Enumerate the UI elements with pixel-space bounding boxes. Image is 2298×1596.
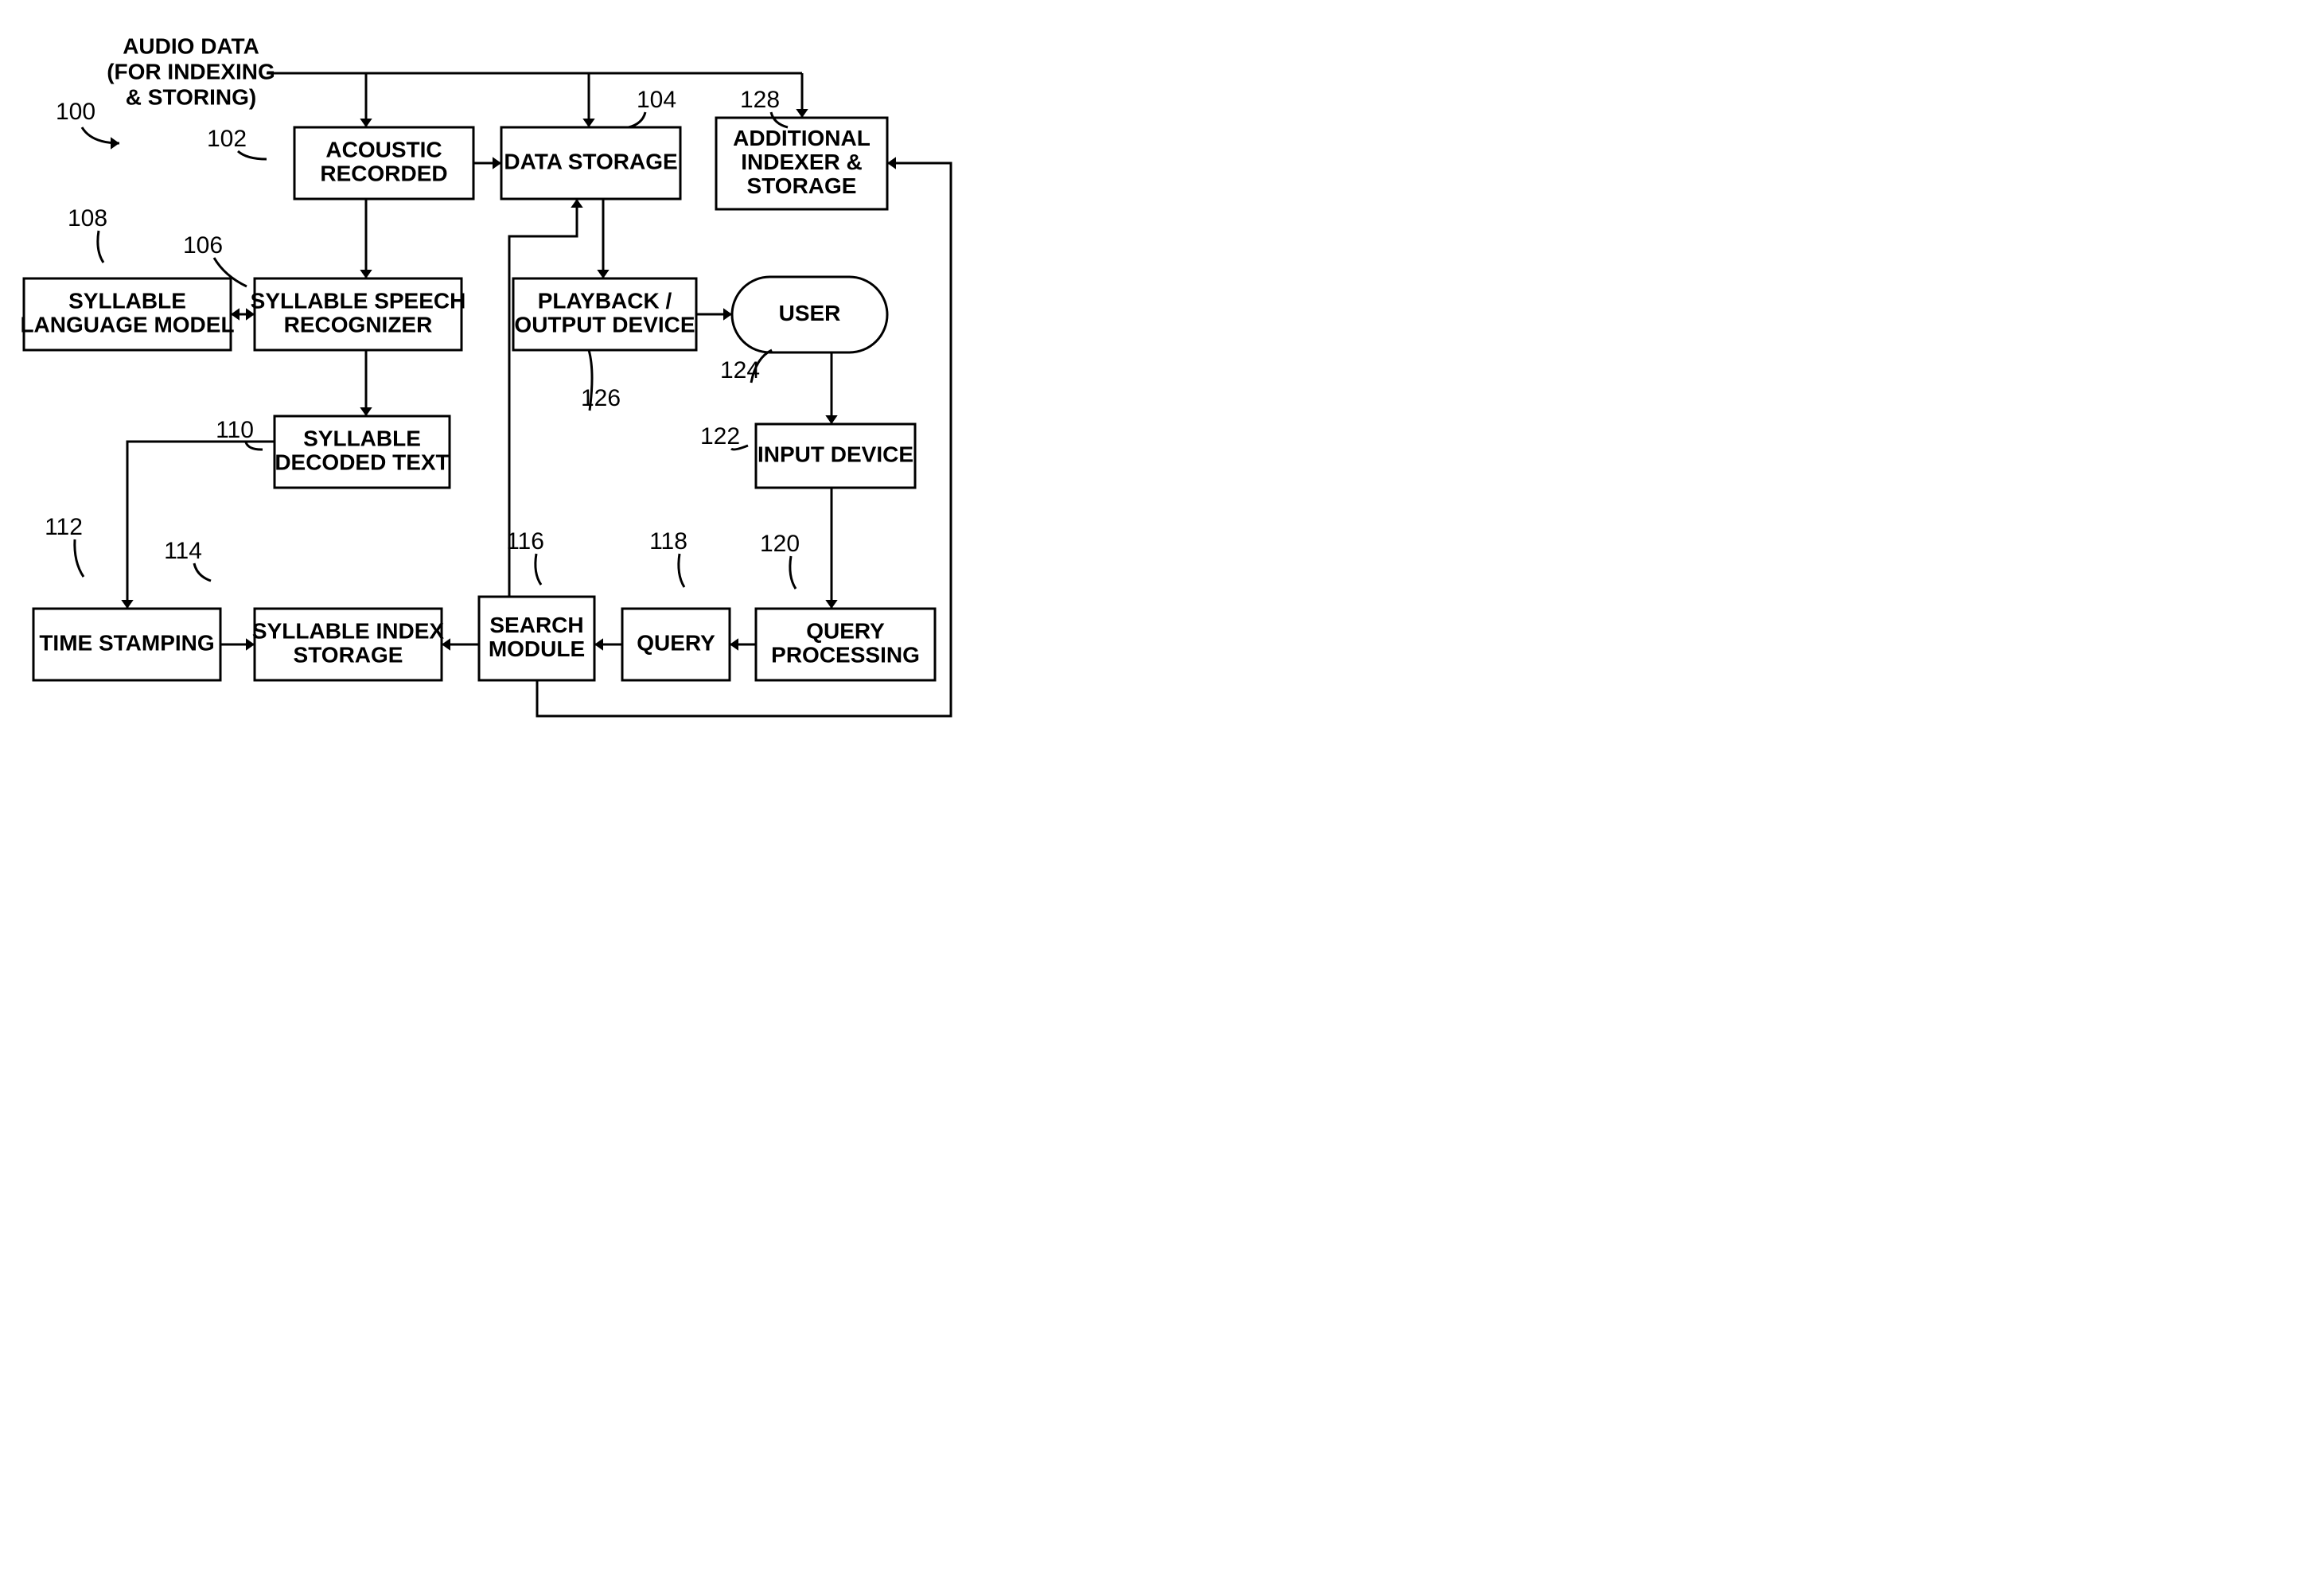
node-n110: SYLLABLEDECODED TEXT 110	[216, 416, 450, 488]
n116-leader	[536, 554, 541, 585]
node-n104: DATA STORAGE 104	[501, 87, 680, 199]
n102-ref: 102	[207, 126, 247, 152]
node-n126: PLAYBACK /OUTPUT DEVICE 126	[513, 278, 696, 411]
node-n122: INPUT DEVICE 122	[700, 423, 915, 488]
n120-label-0: QUERY	[806, 618, 885, 643]
node-n120: QUERYPROCESSING 120	[756, 531, 935, 680]
n108-label-1: LANGUAGE MODEL	[20, 312, 234, 337]
flowchart-svg: AUDIO DATA(FOR INDEXING& STORING) 100 ACOU…	[0, 0, 1149, 798]
n114-ref: 114	[164, 538, 202, 564]
n102-label-1: RECORDED	[320, 161, 447, 185]
n112-leader	[75, 539, 84, 577]
n120-ref: 120	[760, 531, 800, 557]
node-n116: SEARCHMODULE 116	[479, 528, 594, 680]
n110-label-0: SYLLABLE	[303, 426, 421, 450]
n128-label-2: STORAGE	[747, 173, 857, 198]
n114-leader	[194, 563, 211, 581]
n104-leader	[629, 112, 645, 127]
n128-label-0: ADDITIONAL	[733, 126, 871, 150]
n124-label-0: USER	[779, 301, 841, 325]
n126-label-0: PLAYBACK /	[538, 288, 672, 313]
n102-label-0: ACOUSTIC	[325, 137, 442, 162]
n122-ref: 122	[700, 423, 740, 450]
n112-ref: 112	[45, 514, 83, 540]
n110-leader	[246, 442, 263, 450]
n116-label-1: MODULE	[489, 636, 585, 661]
n108-leader	[98, 231, 103, 263]
n104-label-0: DATA STORAGE	[504, 149, 677, 173]
n114-label-1: STORAGE	[294, 642, 403, 667]
n118-label-0: QUERY	[637, 630, 715, 655]
title-line-0: AUDIO DATA	[123, 33, 259, 58]
diagram-container: AUDIO DATA(FOR INDEXING& STORING) 100 ACOU…	[0, 0, 2298, 798]
n102-leader	[238, 151, 267, 159]
n120-label-1: PROCESSING	[771, 642, 920, 667]
n116-label-0: SEARCH	[489, 613, 583, 637]
n108-ref: 108	[68, 205, 107, 232]
title-line-2: & STORING)	[126, 84, 256, 109]
n114-label-0: SYLLABLE INDEX	[252, 618, 444, 643]
node-n102: ACOUSTICRECORDED 102	[207, 126, 473, 199]
n126-label-1: OUTPUT DEVICE	[514, 312, 695, 337]
n118-leader	[679, 554, 684, 587]
n108-label-0: SYLLABLE	[68, 288, 186, 313]
n116-ref: 116	[506, 528, 544, 555]
ref-100: 100	[56, 99, 95, 125]
n112-label-0: TIME STAMPING	[39, 630, 214, 655]
n122-label-0: INPUT DEVICE	[758, 442, 913, 466]
n106-ref: 106	[183, 232, 223, 259]
n128-label-1: INDEXER &	[741, 150, 862, 174]
n110-label-1: DECODED TEXT	[275, 450, 449, 474]
n104-ref: 104	[637, 87, 676, 113]
n128-ref: 128	[740, 87, 780, 113]
node-n124: USER124	[720, 277, 887, 383]
edge-n110-n112	[127, 442, 275, 609]
title-line-1: (FOR INDEXING	[107, 59, 275, 84]
n118-ref: 118	[649, 528, 687, 555]
title-block: AUDIO DATA(FOR INDEXING& STORING)	[107, 33, 275, 109]
n126-ref: 126	[581, 385, 621, 411]
node-n108: SYLLABLELANGUAGE MODEL 108	[20, 205, 234, 350]
n110-ref: 110	[216, 417, 254, 443]
n120-leader	[790, 556, 796, 589]
node-n118: QUERY 118	[622, 528, 730, 680]
n106-label-0: SYLLABLE SPEECH	[251, 288, 466, 313]
n106-label-1: RECOGNIZER	[284, 312, 433, 337]
